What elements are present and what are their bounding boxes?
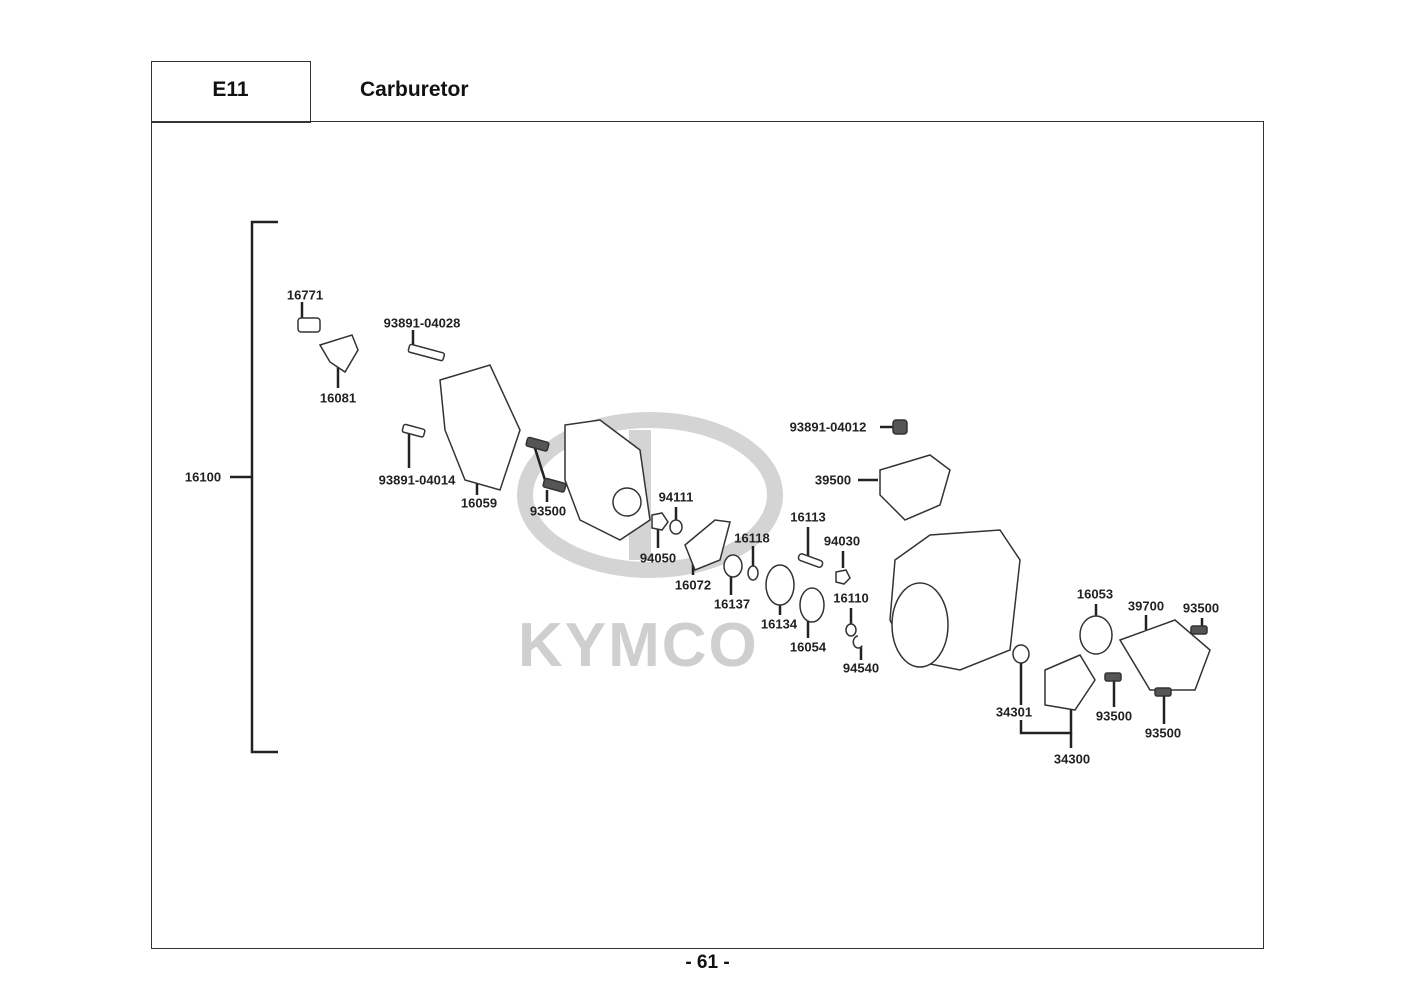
- part-label-16118: 16118: [734, 530, 770, 546]
- part-label-16072: 16072: [674, 577, 712, 593]
- part-label-16053: 16053: [1076, 586, 1114, 602]
- part-label-34301: 34301: [995, 704, 1033, 720]
- part-illustrations: [297, 317, 1211, 711]
- part-label-94030: 94030: [823, 533, 861, 549]
- part-label-16113: 16113: [790, 509, 826, 525]
- part-label-16100: 16100: [184, 469, 222, 485]
- part-label-16134: 16134: [760, 616, 798, 632]
- part-label-16081: 16081: [319, 390, 357, 406]
- part-label-39700: 39700: [1127, 598, 1165, 614]
- part-label-93500: 93500: [1095, 708, 1133, 724]
- part-label-93891-04012: 93891-04012: [789, 419, 867, 435]
- part-label-93500: 93500: [1144, 725, 1182, 741]
- kymco-logo-watermark: [517, 412, 783, 578]
- part-label-93891-04028: 93891-04028: [383, 315, 461, 331]
- kymco-watermark-text: KYMCO: [518, 611, 759, 680]
- page-title: Carburetor: [360, 78, 469, 101]
- page-number: - 61 -: [685, 952, 730, 973]
- part-label-39500: 39500: [814, 472, 852, 488]
- section-code: E11: [212, 78, 249, 101]
- part-label-94540: 94540: [842, 660, 880, 676]
- part-label-93500: 93500: [529, 503, 567, 519]
- part-label-16137: 16137: [713, 596, 751, 612]
- part-label-93500: 93500: [1182, 600, 1220, 616]
- part-label-16059: 16059: [460, 495, 498, 511]
- part-label-94050: 94050: [639, 550, 677, 566]
- diagram-frame: [151, 121, 1264, 949]
- section-code-cell: [151, 61, 311, 123]
- part-label-16110: 16110: [833, 590, 869, 606]
- part-label-16771: 16771: [286, 287, 324, 303]
- part-label-93891-04014: 93891-04014: [378, 472, 456, 488]
- part-label-34300: 34300: [1053, 751, 1091, 767]
- part-label-16054: 16054: [789, 639, 827, 655]
- part-label-94111: 94111: [658, 489, 694, 505]
